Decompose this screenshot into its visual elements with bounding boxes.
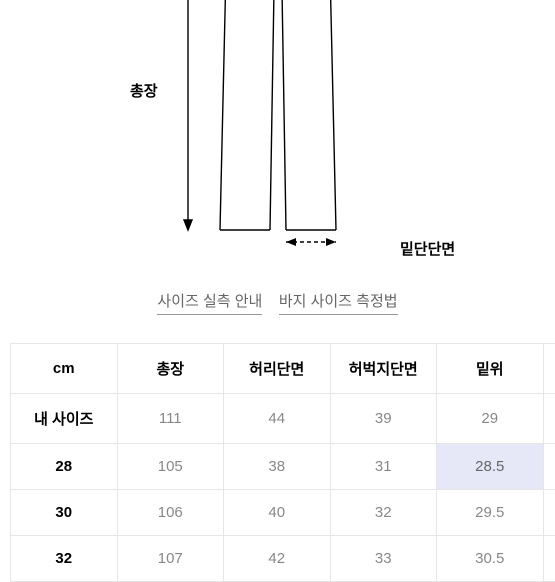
cell: 2 [543, 490, 555, 536]
table-header-row: cm 총장 허리단면 허벅지단면 밑위 밑단 [11, 344, 555, 394]
col-h4: 밑단 [543, 344, 555, 394]
col-h1: 허리단면 [224, 344, 331, 394]
col-h3: 밑위 [437, 344, 544, 394]
table-row: 내 사이즈1114439292 [11, 394, 555, 444]
col-h2: 허벅지단면 [330, 344, 437, 394]
cell: 30.5 [437, 536, 544, 582]
link-size-guide[interactable]: 사이즈 실측 안내 [157, 290, 262, 315]
cell: 39 [330, 394, 437, 444]
pants-diagram: 총장 밑단단면 [0, 0, 555, 280]
col-h0: 총장 [117, 344, 224, 394]
size-table: cm 총장 허리단면 허벅지단면 밑위 밑단 내 사이즈111443929228… [10, 343, 555, 582]
cell: 29.5 [437, 490, 544, 536]
row-label: 30 [11, 490, 118, 536]
cell: 44 [224, 394, 331, 444]
pants-outline-svg [148, 0, 408, 270]
label-total-length: 총장 [130, 80, 158, 101]
table-row: 32107423330.52 [11, 536, 555, 582]
table-row: 30106403229.52 [11, 490, 555, 536]
cell: 40 [224, 490, 331, 536]
cell: 2 [543, 394, 555, 444]
row-label: 내 사이즈 [11, 394, 118, 444]
col-unit: cm [11, 344, 118, 394]
cell: 111 [117, 394, 224, 444]
link-measure-method[interactable]: 바지 사이즈 측정법 [279, 290, 398, 315]
row-label: 32 [11, 536, 118, 582]
table-row: 28105383128.52 [11, 444, 555, 490]
size-links: 사이즈 실측 안내 바지 사이즈 측정법 [0, 290, 555, 315]
cell: 42 [224, 536, 331, 582]
cell: 2 [543, 536, 555, 582]
cell: 33 [330, 536, 437, 582]
cell: 106 [117, 490, 224, 536]
cell: 2 [543, 444, 555, 490]
row-label: 28 [11, 444, 118, 490]
cell: 107 [117, 536, 224, 582]
cell: 31 [330, 444, 437, 490]
cell: 28.5 [437, 444, 544, 490]
cell: 105 [117, 444, 224, 490]
cell: 32 [330, 490, 437, 536]
cell: 38 [224, 444, 331, 490]
cell: 29 [437, 394, 544, 444]
label-hem-width: 밑단단면 [400, 238, 455, 259]
